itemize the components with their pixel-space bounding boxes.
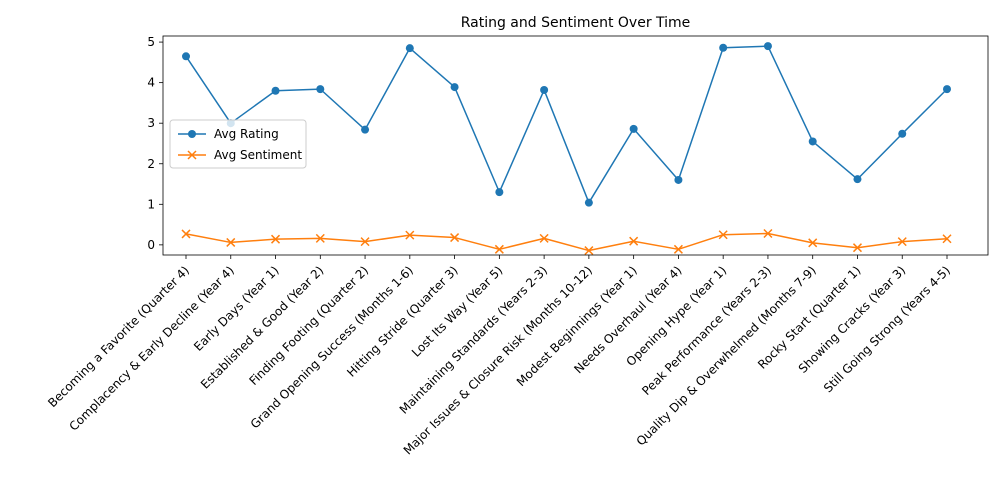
data-point <box>808 137 817 146</box>
legend: Avg Rating Avg Sentiment <box>169 119 307 169</box>
series-1 <box>181 228 952 256</box>
data-point <box>361 125 370 134</box>
legend-box <box>169 119 307 169</box>
data-point <box>360 237 370 247</box>
data-point <box>584 246 594 256</box>
series-0 <box>182 42 951 207</box>
data-point <box>898 129 907 138</box>
data-point <box>226 237 236 247</box>
data-point <box>316 85 325 94</box>
legend-label: Avg Sentiment <box>214 148 302 162</box>
data-point <box>763 42 772 51</box>
y-tick-label: 3 <box>147 116 155 130</box>
data-point <box>763 228 773 239</box>
legend-label: Avg Rating <box>214 127 279 141</box>
data-point <box>719 43 728 52</box>
y-tick-label: 0 <box>147 238 155 252</box>
data-point <box>629 124 638 133</box>
data-point <box>540 85 549 94</box>
legend-item: Avg Sentiment <box>178 148 302 162</box>
data-point <box>182 52 190 61</box>
y-tick-label: 4 <box>147 76 155 90</box>
data-point <box>674 175 683 184</box>
legend-marker <box>188 130 196 138</box>
legend-marker <box>187 150 197 160</box>
data-point <box>181 229 191 239</box>
data-point <box>673 244 683 254</box>
data-point <box>718 230 728 240</box>
data-point <box>808 238 818 248</box>
series-line <box>185 45 948 204</box>
data-point <box>494 244 504 254</box>
data-point <box>405 44 414 53</box>
y-tick-label: 2 <box>147 157 155 171</box>
data-point <box>584 198 593 207</box>
data-point <box>450 83 459 92</box>
data-point <box>897 237 907 247</box>
legend-item: Avg Rating <box>178 127 279 141</box>
y-tick-label: 5 <box>147 35 155 49</box>
data-point <box>852 243 863 253</box>
data-point <box>942 234 952 244</box>
data-point <box>405 230 415 240</box>
data-point <box>539 233 549 243</box>
plot-area <box>181 42 952 256</box>
axes-frame <box>162 35 989 256</box>
data-point <box>853 175 862 184</box>
data-point <box>629 236 639 246</box>
series-line <box>185 232 948 252</box>
data-point <box>271 86 280 95</box>
y-tick-label: 1 <box>147 197 155 211</box>
y-axis: 0 1 2 3 4 5 <box>147 35 163 252</box>
data-point <box>495 188 504 197</box>
data-point <box>315 233 325 243</box>
data-point <box>450 233 460 243</box>
data-point <box>943 85 951 94</box>
data-point <box>270 234 281 244</box>
chart-title: Rating and Sentiment Over Time <box>461 15 691 31</box>
